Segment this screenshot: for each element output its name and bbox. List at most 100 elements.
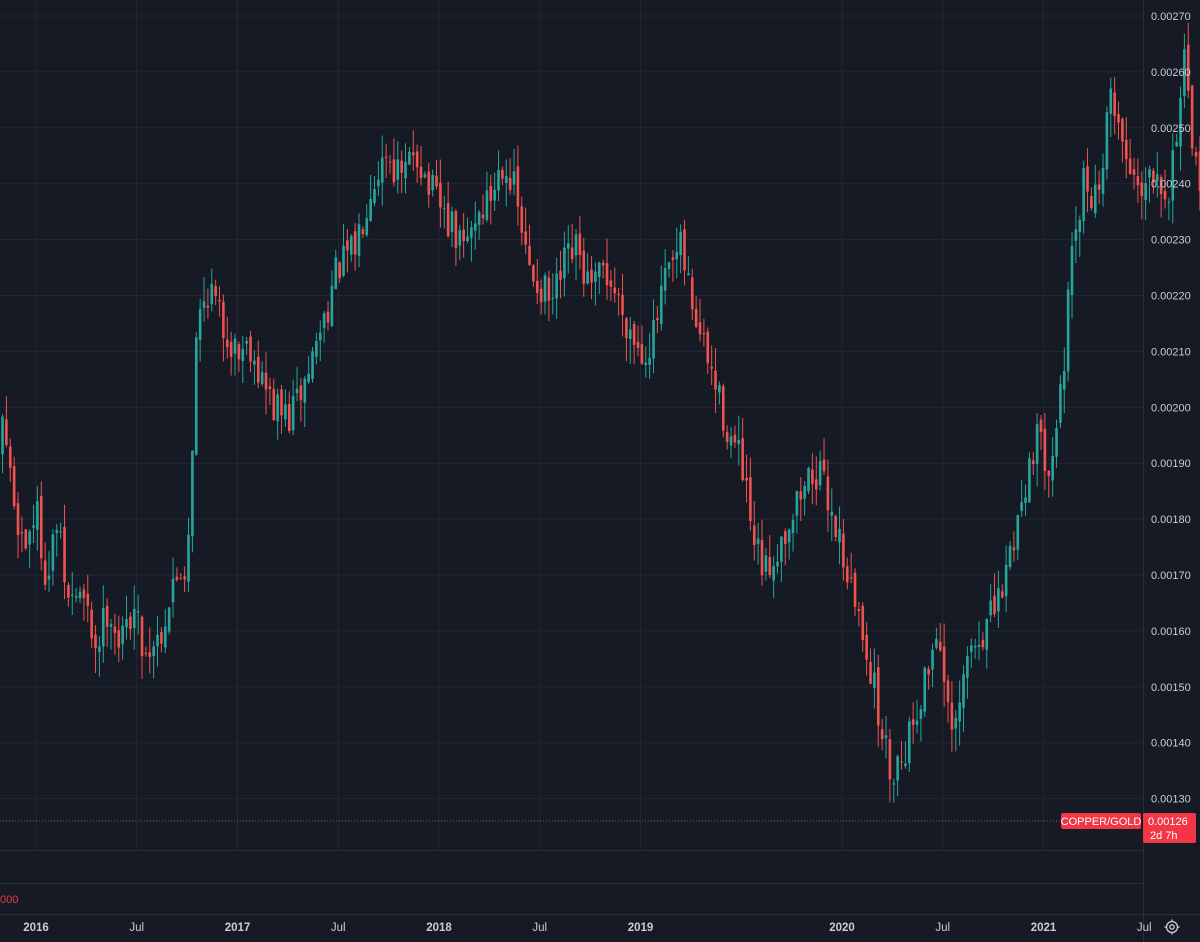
candle[interactable] bbox=[888, 729, 892, 803]
candle[interactable] bbox=[245, 337, 248, 355]
candle[interactable] bbox=[415, 144, 419, 183]
candle[interactable] bbox=[36, 486, 39, 551]
candle[interactable] bbox=[938, 622, 942, 652]
candle[interactable] bbox=[1035, 413, 1039, 487]
candle[interactable] bbox=[431, 169, 434, 197]
candle[interactable] bbox=[299, 378, 303, 422]
candle[interactable] bbox=[791, 513, 795, 552]
candle[interactable] bbox=[117, 615, 121, 663]
candle[interactable] bbox=[880, 718, 884, 751]
candle[interactable] bbox=[869, 648, 872, 685]
candle[interactable] bbox=[954, 709, 958, 752]
candle[interactable] bbox=[811, 453, 814, 505]
candle[interactable] bbox=[892, 778, 896, 803]
candle[interactable] bbox=[152, 640, 155, 679]
candle[interactable] bbox=[450, 206, 454, 248]
candle[interactable] bbox=[32, 504, 35, 543]
candle[interactable] bbox=[842, 518, 845, 581]
candle[interactable] bbox=[896, 754, 899, 797]
candle[interactable] bbox=[969, 638, 973, 668]
candle[interactable] bbox=[132, 585, 136, 650]
candle[interactable] bbox=[962, 665, 965, 732]
candle[interactable] bbox=[625, 316, 628, 362]
candle[interactable] bbox=[1090, 187, 1093, 211]
candle[interactable] bbox=[268, 377, 272, 405]
candle[interactable] bbox=[621, 273, 624, 337]
candle[interactable] bbox=[435, 159, 438, 190]
settings-gear-icon[interactable] bbox=[1164, 919, 1180, 935]
candle[interactable] bbox=[67, 582, 70, 607]
candle[interactable] bbox=[690, 268, 694, 320]
candle[interactable] bbox=[997, 570, 1000, 628]
candle[interactable] bbox=[683, 219, 686, 286]
candle[interactable] bbox=[706, 327, 710, 374]
candle[interactable] bbox=[136, 594, 140, 635]
candle[interactable] bbox=[249, 331, 252, 373]
candle[interactable] bbox=[578, 215, 582, 270]
candle[interactable] bbox=[1070, 232, 1074, 319]
candle[interactable] bbox=[59, 522, 62, 539]
candle[interactable] bbox=[1186, 22, 1190, 99]
candle[interactable] bbox=[287, 391, 291, 434]
candle[interactable] bbox=[307, 356, 310, 385]
candle[interactable] bbox=[458, 225, 462, 260]
candle[interactable] bbox=[679, 224, 682, 274]
candle[interactable] bbox=[365, 204, 369, 238]
candle[interactable] bbox=[334, 249, 338, 290]
candle[interactable] bbox=[400, 150, 403, 194]
candle[interactable] bbox=[632, 321, 636, 364]
candle[interactable] bbox=[349, 233, 353, 262]
candle[interactable] bbox=[985, 618, 989, 669]
candle[interactable] bbox=[884, 716, 888, 759]
candle[interactable] bbox=[1190, 84, 1194, 156]
candle[interactable] bbox=[1124, 117, 1128, 179]
candle[interactable] bbox=[295, 366, 299, 402]
candle[interactable] bbox=[74, 587, 78, 603]
price-axis[interactable]: 0.00130 0.00140 0.00150 0.00160 0.00170 0.001… bbox=[1151, 11, 1191, 806]
candle[interactable] bbox=[485, 171, 489, 223]
candle[interactable] bbox=[989, 583, 992, 622]
candle[interactable] bbox=[481, 194, 485, 225]
candle[interactable] bbox=[694, 295, 698, 329]
candle[interactable] bbox=[473, 201, 477, 250]
candle[interactable] bbox=[876, 654, 880, 747]
candle[interactable] bbox=[1004, 545, 1008, 613]
candle[interactable] bbox=[1128, 139, 1132, 175]
candle[interactable] bbox=[547, 270, 551, 322]
candle[interactable] bbox=[439, 159, 442, 228]
candle[interactable] bbox=[70, 571, 74, 615]
candle[interactable] bbox=[640, 325, 644, 365]
candle[interactable] bbox=[191, 450, 194, 553]
candle[interactable] bbox=[78, 586, 82, 603]
candle[interactable] bbox=[125, 595, 128, 640]
candle[interactable] bbox=[5, 396, 8, 448]
candle[interactable] bbox=[772, 556, 775, 599]
candle[interactable] bbox=[873, 648, 876, 709]
candle[interactable] bbox=[86, 574, 90, 623]
candle[interactable] bbox=[597, 261, 601, 294]
candle[interactable] bbox=[590, 256, 593, 300]
candle[interactable] bbox=[1144, 167, 1147, 221]
candle[interactable] bbox=[206, 288, 210, 319]
candle[interactable] bbox=[175, 567, 179, 582]
candle[interactable] bbox=[675, 227, 679, 279]
candle[interactable] bbox=[718, 381, 721, 405]
candle[interactable] bbox=[946, 674, 950, 723]
candle[interactable] bbox=[218, 286, 221, 317]
candle[interactable] bbox=[408, 147, 411, 165]
candle[interactable] bbox=[272, 378, 276, 421]
candle[interactable] bbox=[1179, 86, 1182, 171]
candle[interactable] bbox=[1078, 215, 1082, 257]
candle[interactable] bbox=[16, 492, 20, 558]
candle[interactable] bbox=[532, 263, 535, 287]
candle[interactable] bbox=[311, 347, 314, 383]
candle[interactable] bbox=[194, 332, 198, 456]
candle[interactable] bbox=[919, 704, 923, 742]
candle[interactable] bbox=[993, 573, 996, 617]
candle[interactable] bbox=[109, 619, 113, 650]
candle[interactable] bbox=[729, 426, 733, 459]
candle[interactable] bbox=[466, 217, 469, 243]
candle[interactable] bbox=[183, 566, 186, 593]
candle[interactable] bbox=[1113, 76, 1116, 135]
candle[interactable] bbox=[838, 506, 841, 565]
